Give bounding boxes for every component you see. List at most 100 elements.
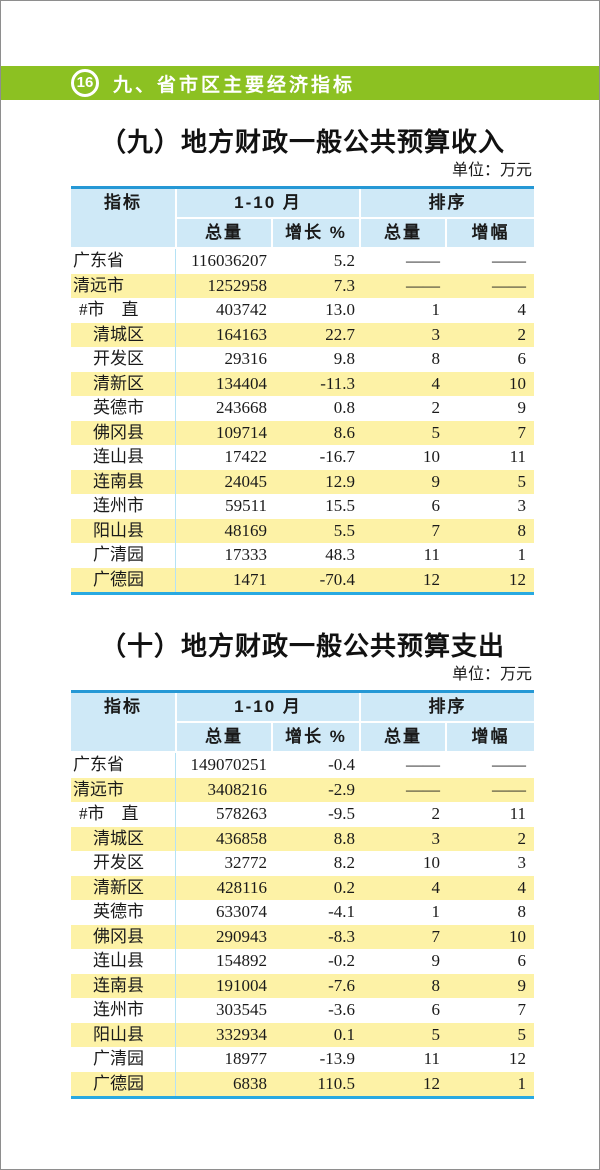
total-cell: 134404 <box>216 373 267 393</box>
growth-cell: 8.6 <box>333 422 355 442</box>
growth-cell: 5.2 <box>333 251 355 270</box>
table-title: （十）地方财政一般公共预算支出 <box>99 631 505 661</box>
rank-total-cell: 3 <box>431 324 441 344</box>
indicator-cell: 清远市 <box>71 273 176 298</box>
indicator-cell: 连州市 <box>71 494 176 519</box>
table-row: 清远市 1252958 7.3 —— —— <box>71 273 534 298</box>
rank-total-cell: 6 <box>431 496 441 515</box>
total-cell: 332934 <box>216 1024 267 1044</box>
rank-growth-cell: 10 <box>509 373 526 393</box>
header-period-group: 1-10 月 <box>177 189 359 217</box>
indicator-cell: 佛冈县 <box>71 420 176 445</box>
growth-cell: -2.9 <box>328 779 355 799</box>
rank-total-cell: 2 <box>431 398 441 417</box>
header-rank-growth: 增幅 <box>447 219 534 247</box>
growth-cell: 110.5 <box>317 1073 355 1093</box>
section-budget-expenditure: （十）地方财政一般公共预算支出 单位：万元 指标 1-10 月 排序 总量 增长… <box>71 628 534 1099</box>
table-row: 开发区 32772 8.2 10 3 <box>71 851 534 876</box>
table-header: 指标 1-10 月 排序 总量 增长 % 总量 增幅 <box>71 189 534 249</box>
growth-cell: -70.4 <box>319 569 355 589</box>
rank-total-cell: 10 <box>423 853 440 872</box>
rank-total-cell: —— <box>406 251 440 270</box>
rank-growth-cell: 1 <box>517 1073 527 1093</box>
indicator-cell: 清城区 <box>71 322 176 347</box>
total-cell: 17422 <box>224 447 268 466</box>
table-row: 连山县 154892 -0.2 9 6 <box>71 949 534 974</box>
indicator-cell: 清新区 <box>71 875 176 900</box>
total-cell: 18977 <box>224 1049 268 1068</box>
rank-growth-cell: 1 <box>517 545 527 564</box>
growth-cell: 7.3 <box>333 275 355 295</box>
table-row: 连南县 24045 12.9 9 5 <box>71 469 534 494</box>
rank-total-cell: 9 <box>431 471 441 491</box>
header-growth: 增长 % <box>273 723 359 751</box>
rank-growth-cell: 6 <box>517 349 527 368</box>
rank-total-cell: 1 <box>431 902 441 921</box>
rank-total-cell: 10 <box>423 447 440 466</box>
indicator-cell: 广清园 <box>71 543 176 568</box>
rank-total-cell: 5 <box>431 1024 441 1044</box>
growth-cell: -7.6 <box>328 975 355 995</box>
rank-growth-cell: 12 <box>509 1049 526 1068</box>
rank-growth-cell: 3 <box>517 496 527 515</box>
growth-cell: -13.9 <box>319 1049 355 1068</box>
indicator-cell: 连南县 <box>71 469 176 494</box>
total-cell: 243668 <box>216 398 267 417</box>
header-rank-growth: 增幅 <box>447 723 534 751</box>
growth-cell: 8.8 <box>333 828 355 848</box>
indicator-cell: 广东省 <box>71 249 176 274</box>
rank-total-cell: —— <box>406 275 440 295</box>
table-row: 广德园 6838 110.5 12 1 <box>71 1071 534 1096</box>
rank-growth-cell: —— <box>492 275 526 295</box>
rank-total-cell: 5 <box>431 422 441 442</box>
total-cell: 290943 <box>216 926 267 946</box>
indicator-cell: 广德园 <box>71 567 176 592</box>
total-cell: 29316 <box>224 349 268 368</box>
table-body: 广东省 116036207 5.2 —— —— 清远市 1252958 7.3 —— —— #市 直… <box>71 249 534 592</box>
growth-cell: 13.0 <box>325 300 355 319</box>
indicator-cell: #市 直 <box>71 298 176 323</box>
header-rank-total: 总量 <box>361 723 445 751</box>
indicator-cell: 连山县 <box>71 445 176 470</box>
growth-cell: 9.8 <box>333 349 355 368</box>
total-cell: 32772 <box>224 853 268 872</box>
indicator-cell: 连山县 <box>71 949 176 974</box>
table-row: 开发区 29316 9.8 8 6 <box>71 347 534 372</box>
header-total: 总量 <box>177 723 271 751</box>
section-budget-revenue: （九）地方财政一般公共预算收入 单位：万元 指标 1-10 月 排序 总量 增长… <box>71 124 534 595</box>
total-cell: 116036207 <box>191 251 267 270</box>
rank-total-cell: 7 <box>431 926 441 946</box>
rank-total-cell: 8 <box>431 349 441 368</box>
rank-growth-cell: —— <box>492 251 526 270</box>
chapter-title: 九、省市区主要经济指标 <box>113 74 356 96</box>
indicator-cell: 广德园 <box>71 1071 176 1096</box>
table-row: 广清园 17333 48.3 11 1 <box>71 543 534 568</box>
growth-cell: -0.4 <box>328 755 355 774</box>
growth-cell: 5.5 <box>333 520 355 540</box>
total-cell: 59511 <box>225 496 267 515</box>
growth-cell: 15.5 <box>325 496 355 515</box>
growth-cell: 22.7 <box>325 324 355 344</box>
header-rank-total: 总量 <box>361 219 445 247</box>
table-row: 广德园 1471 -70.4 12 12 <box>71 567 534 592</box>
growth-cell: 12.9 <box>325 471 355 491</box>
total-cell: 3408216 <box>207 779 268 799</box>
growth-cell: -0.2 <box>328 951 355 970</box>
indicator-cell: 清新区 <box>71 371 176 396</box>
table-body: 广东省 149070251 -0.4 —— —— 清远市 3408216 -2.9 —— —— #市… <box>71 753 534 1096</box>
growth-cell: -8.3 <box>328 926 355 946</box>
revenue-table: 指标 1-10 月 排序 总量 增长 % 总量 增幅 广东省 116036207 5… <box>71 186 534 595</box>
rank-growth-cell: 6 <box>517 951 527 970</box>
rank-total-cell: 3 <box>431 828 441 848</box>
table-row: 英德市 633074 -4.1 1 8 <box>71 900 534 925</box>
table-row: 连州市 59511 15.5 6 3 <box>71 494 534 519</box>
indicator-cell: #市 直 <box>71 802 176 827</box>
table-row: 连南县 191004 -7.6 8 9 <box>71 973 534 998</box>
table-row: 清城区 436858 8.8 3 2 <box>71 826 534 851</box>
header-period-group: 1-10 月 <box>177 693 359 721</box>
rank-total-cell: —— <box>406 779 440 799</box>
rank-growth-cell: 7 <box>517 1000 527 1019</box>
rank-growth-cell: 11 <box>509 804 526 823</box>
table-row: #市 直 578263 -9.5 2 11 <box>71 802 534 827</box>
